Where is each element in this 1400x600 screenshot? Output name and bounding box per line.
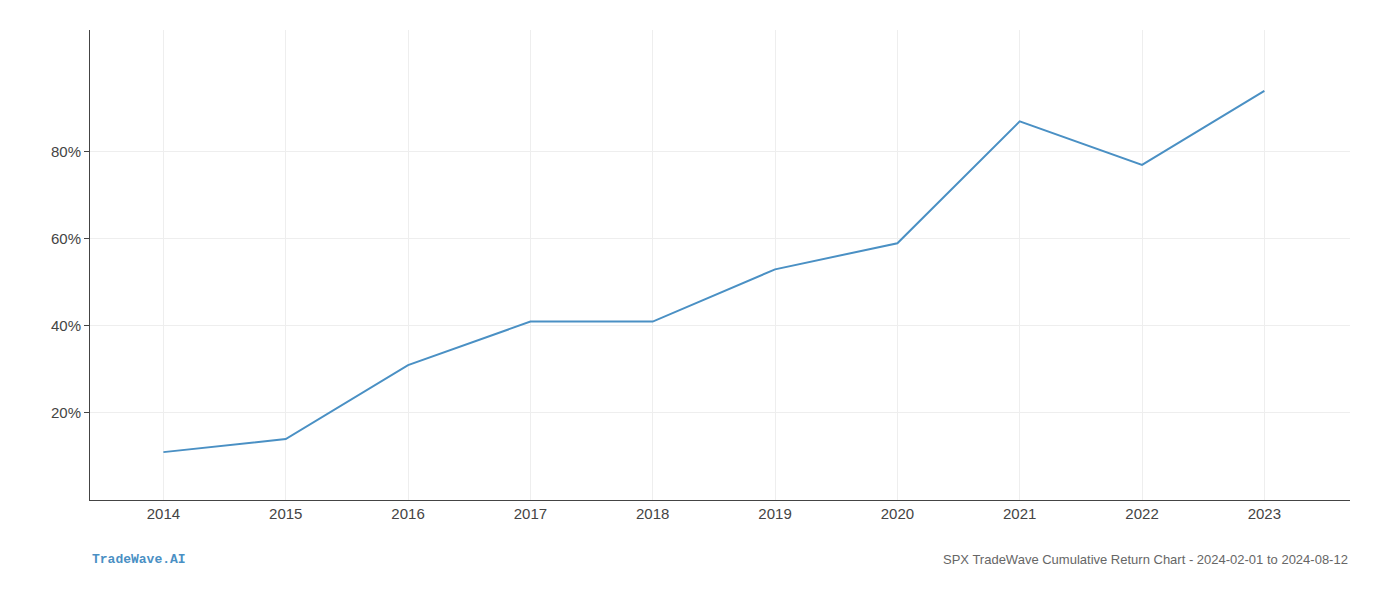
svg-text:80%: 80% [51, 143, 81, 160]
svg-text:40%: 40% [51, 317, 81, 334]
svg-text:2020: 2020 [881, 505, 914, 522]
svg-text:2017: 2017 [514, 505, 547, 522]
svg-text:2022: 2022 [1125, 505, 1158, 522]
svg-text:TradeWave.AI: TradeWave.AI [92, 552, 186, 567]
svg-text:2016: 2016 [391, 505, 424, 522]
svg-text:2019: 2019 [758, 505, 791, 522]
svg-text:2023: 2023 [1248, 505, 1281, 522]
svg-text:60%: 60% [51, 230, 81, 247]
svg-text:2018: 2018 [636, 505, 669, 522]
svg-text:2014: 2014 [147, 505, 180, 522]
svg-text:SPX TradeWave Cumulative Retur: SPX TradeWave Cumulative Return Chart - … [943, 552, 1348, 567]
svg-text:2021: 2021 [1003, 505, 1036, 522]
svg-text:20%: 20% [51, 404, 81, 421]
svg-text:2015: 2015 [269, 505, 302, 522]
